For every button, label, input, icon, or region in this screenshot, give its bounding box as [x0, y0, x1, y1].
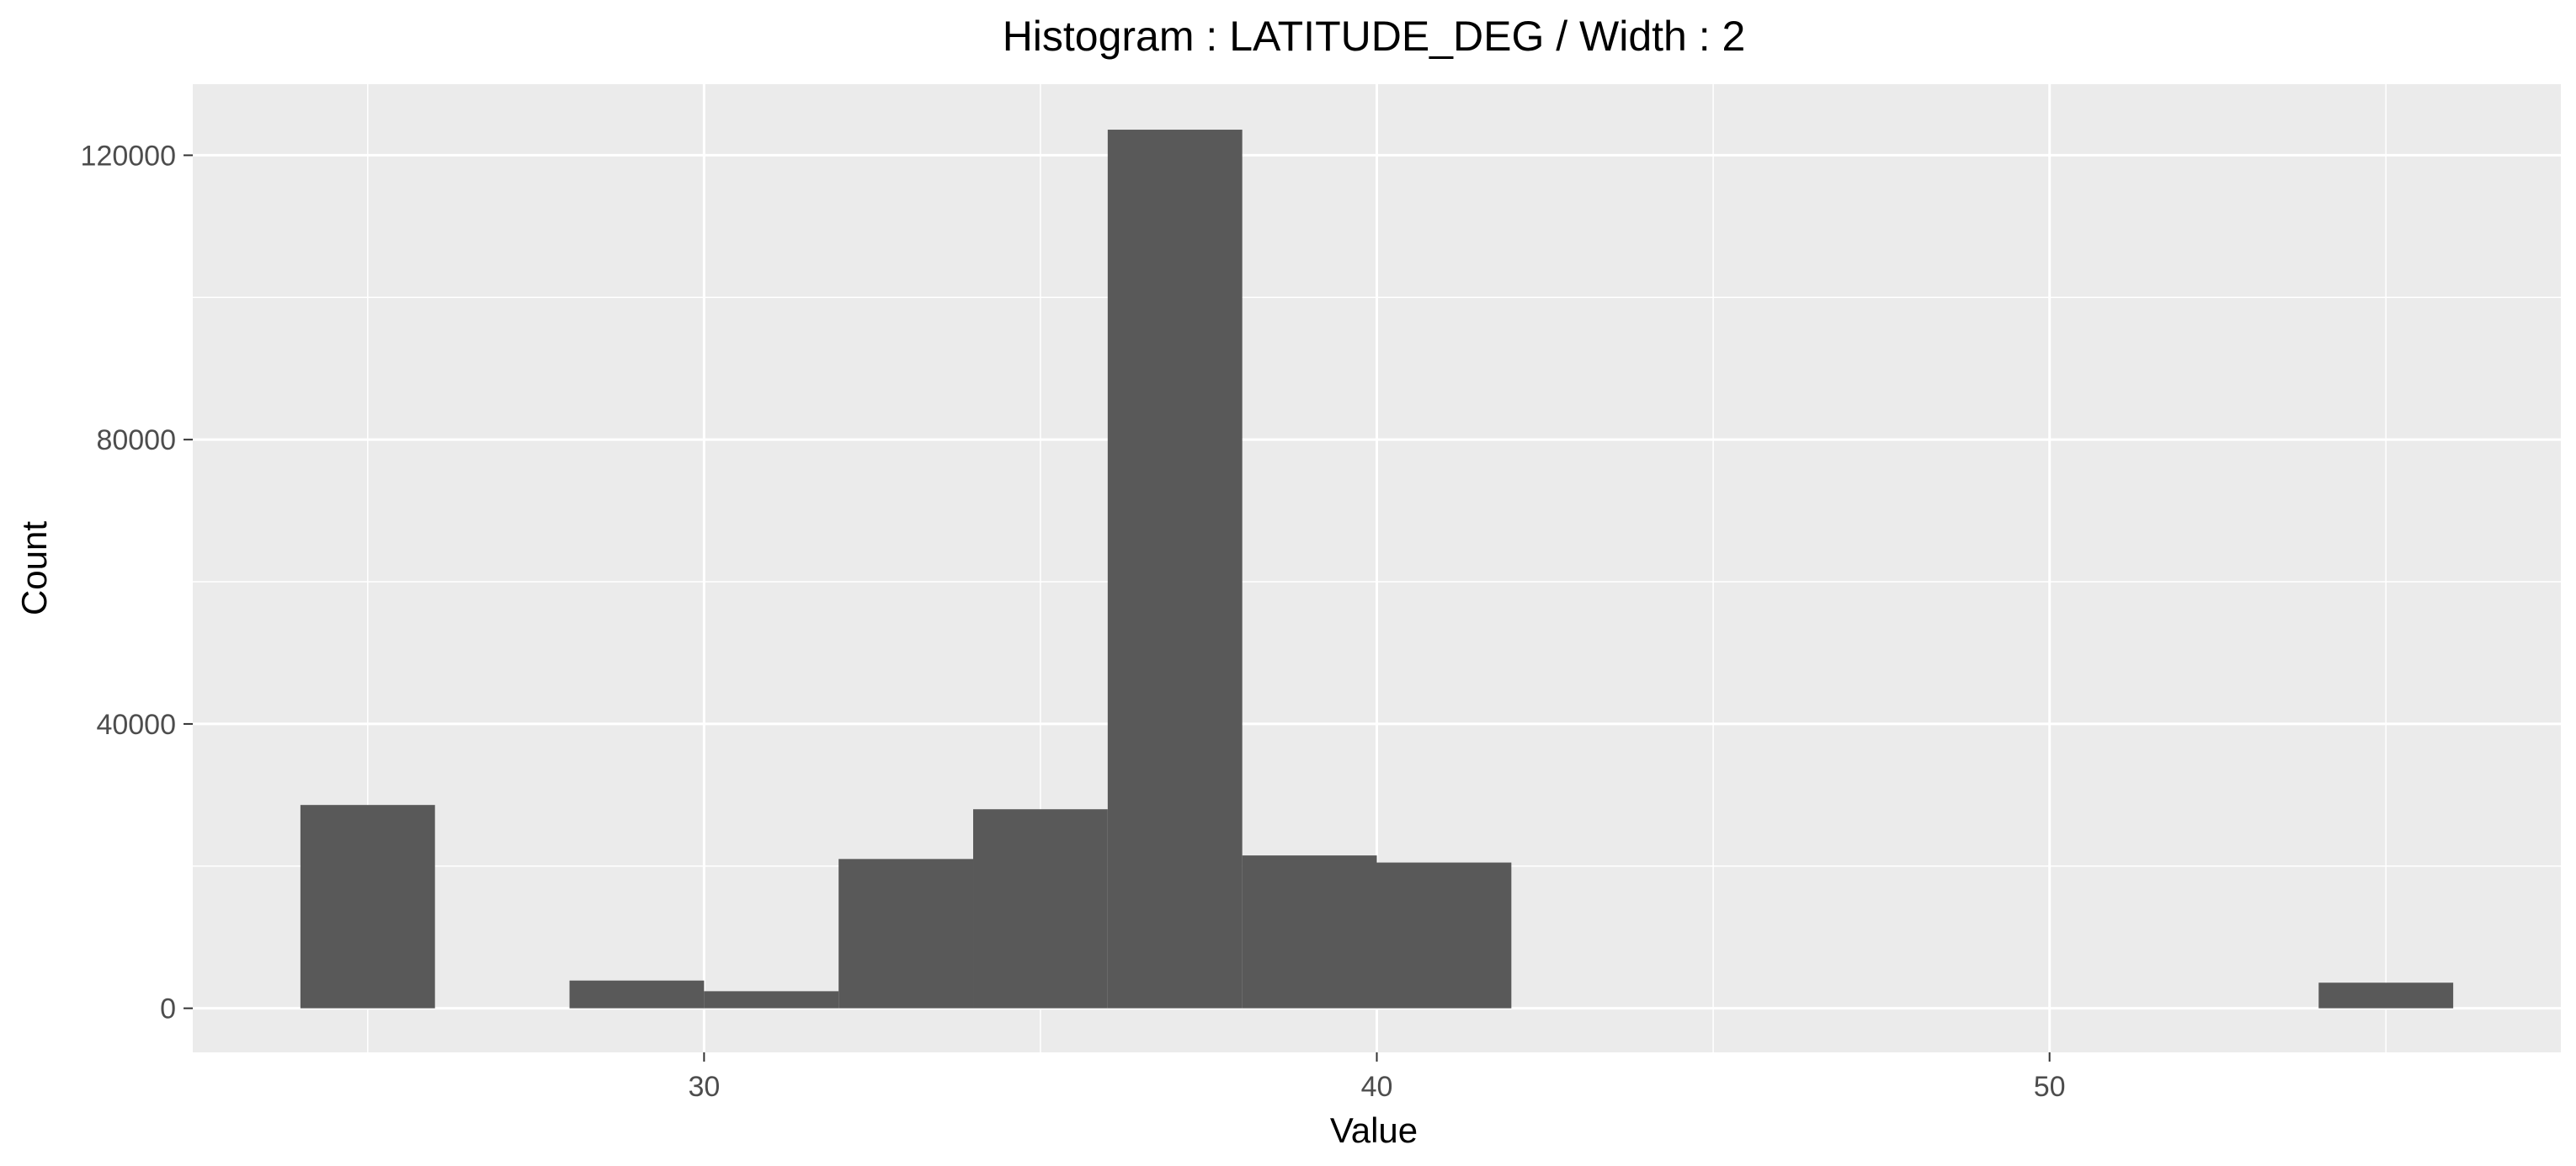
- histogram-bar: [1376, 862, 1512, 1009]
- histogram-bars: [300, 130, 2454, 1009]
- histogram-bar: [569, 980, 705, 1009]
- y-tick-label: 40000: [96, 709, 176, 741]
- x-axis: 30 40 50: [688, 1052, 2066, 1103]
- histogram-bar: [2318, 982, 2454, 1009]
- chart-title: Histogram : LATITUDE_DEG / Width : 2: [1003, 13, 1746, 60]
- x-tick-label: 30: [688, 1071, 720, 1103]
- y-tick-label: 120000: [81, 140, 176, 172]
- x-axis-title: Value: [1330, 1110, 1418, 1150]
- y-axis: 0 40000 80000 120000: [81, 140, 193, 1025]
- x-tick-label: 50: [2034, 1071, 2066, 1103]
- x-tick-label: 40: [1361, 1071, 1393, 1103]
- histogram-bar: [1242, 855, 1377, 1009]
- y-axis-title: Count: [14, 521, 54, 615]
- histogram-bar: [1107, 130, 1243, 1009]
- histogram-bar: [704, 991, 839, 1009]
- histogram-bar: [838, 859, 974, 1009]
- y-tick-label: 80000: [96, 424, 176, 456]
- y-tick-label: 0: [160, 993, 176, 1025]
- histogram-bar: [300, 805, 435, 1009]
- histogram-bar: [973, 809, 1108, 1009]
